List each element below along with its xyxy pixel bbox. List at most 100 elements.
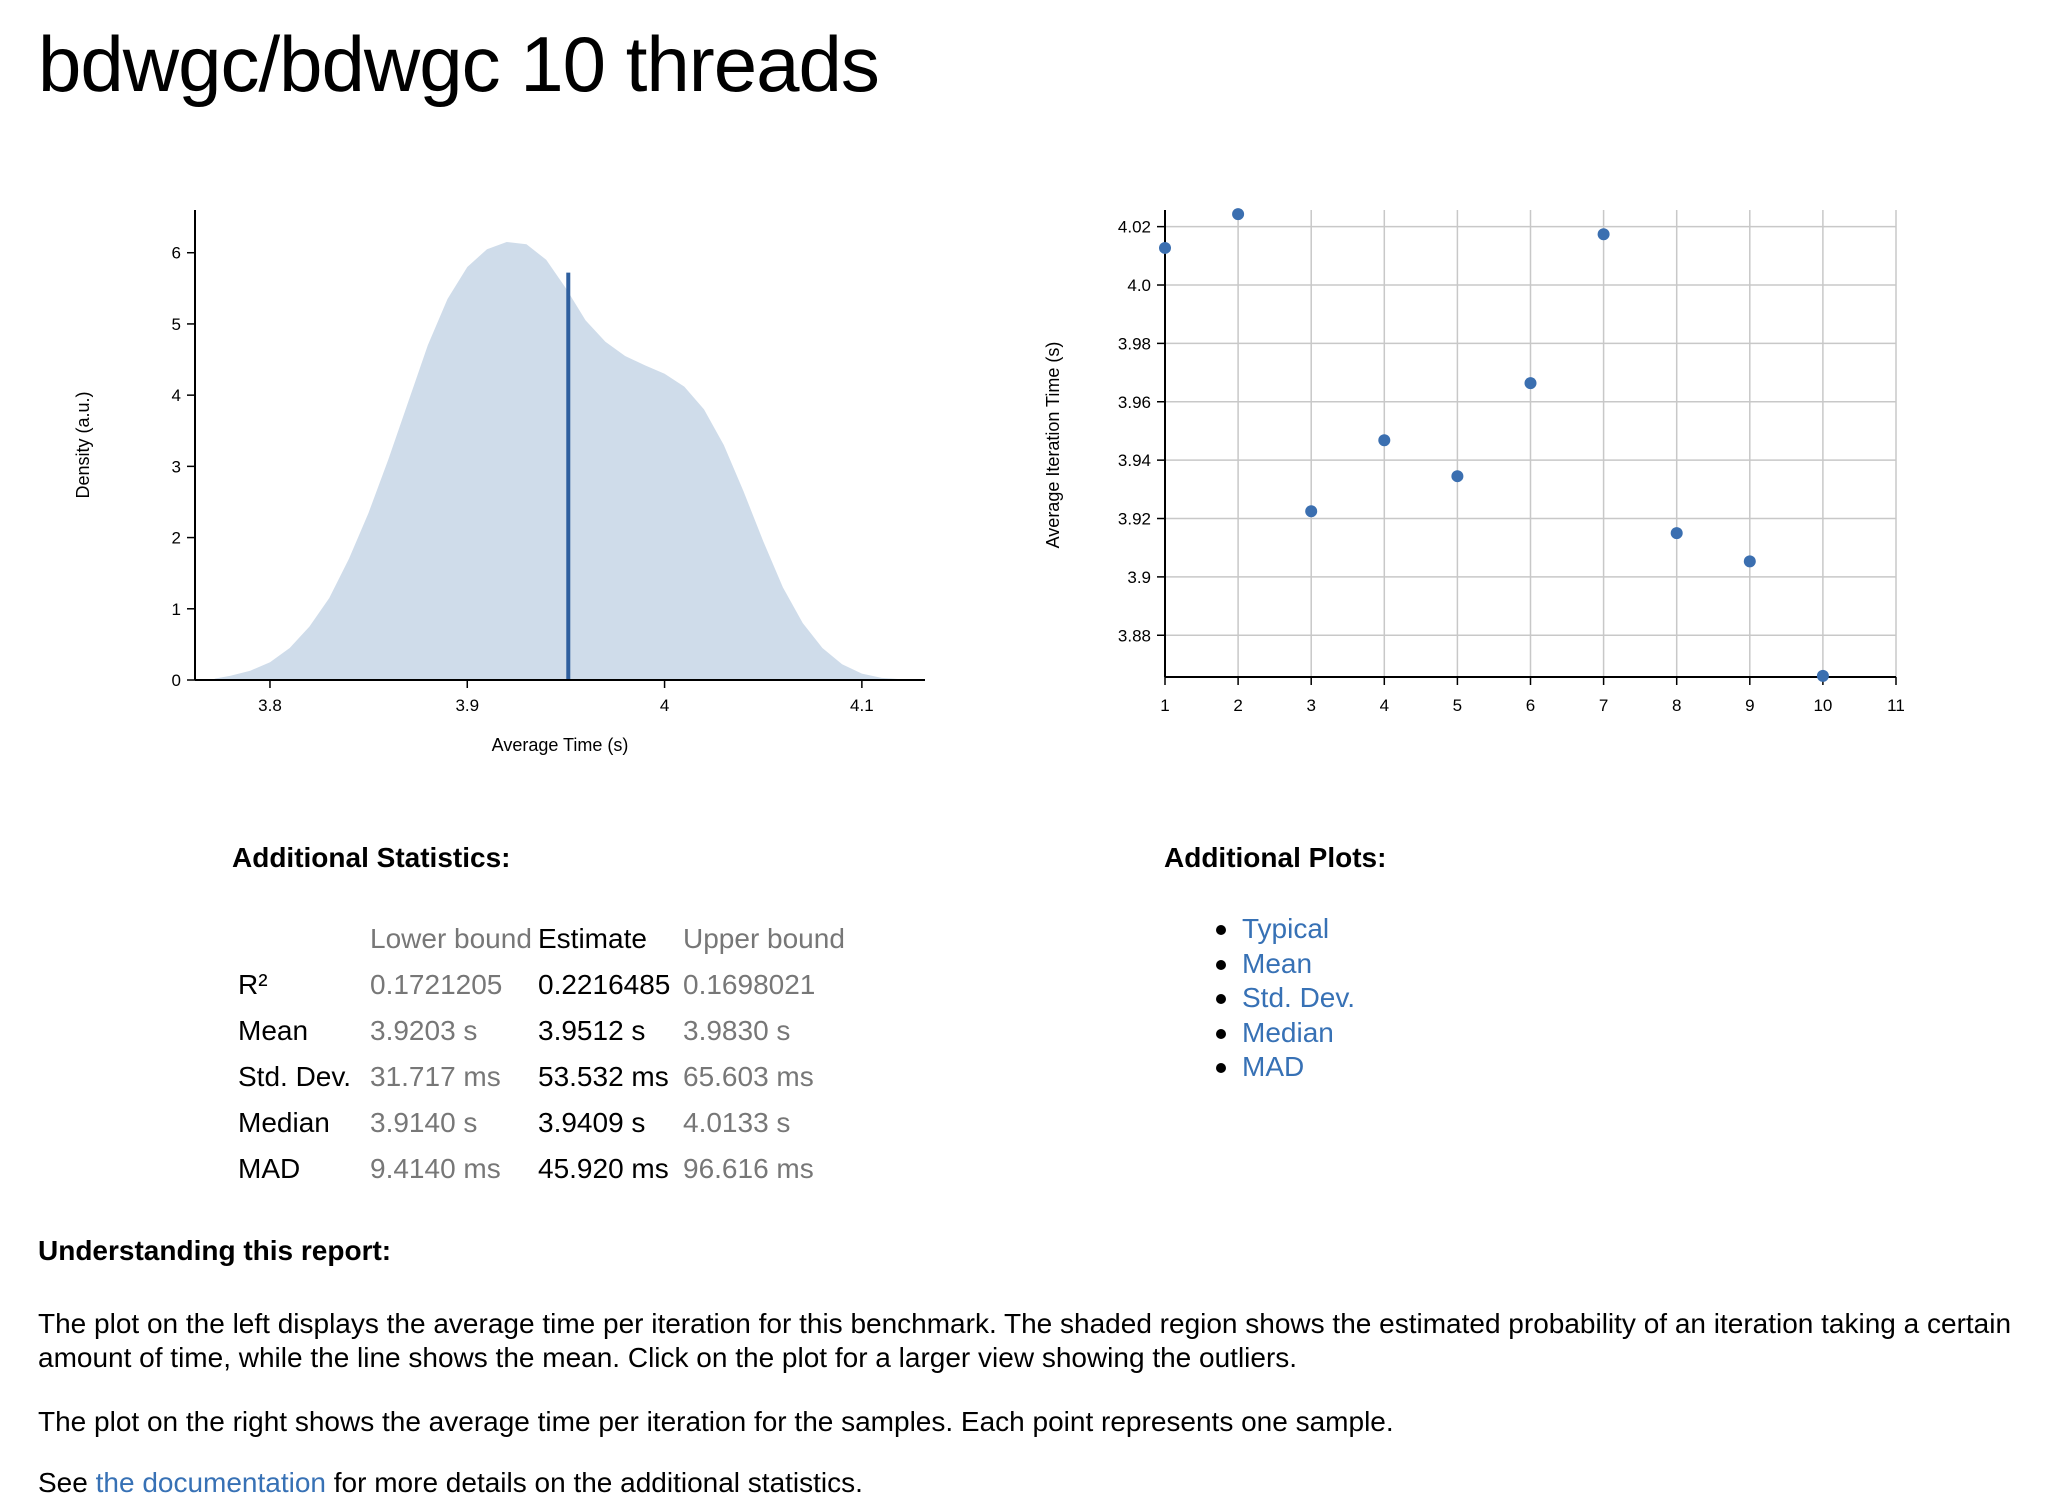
y-tick-label: 6 (172, 244, 181, 263)
list-item: Median (1216, 1016, 1355, 1051)
documentation-note-prefix: See (38, 1467, 96, 1498)
x-tick-label: 6 (1526, 696, 1535, 715)
estimate-value: 0.2216485 (538, 969, 671, 1000)
y-tick-label: 3.9 (1127, 568, 1151, 587)
bullet-icon (1216, 1063, 1226, 1073)
y-tick-label: 1 (172, 600, 181, 619)
y-tick-label: 3.88 (1118, 626, 1151, 645)
table-row: Median 3.9140 s 3.9409 s 4.0133 s (232, 1100, 863, 1146)
upper-bound-value: 65.603 ms (683, 1061, 814, 1092)
understanding-heading: Understanding this report: (38, 1235, 392, 1266)
page-title: bdwgc/bdwgc 10 threads (38, 20, 880, 108)
row-label: Std. Dev. (238, 1061, 352, 1092)
column-header-estimate: Estimate (538, 923, 647, 954)
column-header-upper-bound: Upper bound (683, 923, 845, 954)
row-label: Mean (238, 1015, 309, 1046)
upper-bound-value: 3.9830 s (683, 1015, 791, 1046)
list-item: Std. Dev. (1216, 981, 1355, 1016)
data-point (1670, 527, 1683, 540)
table-row: Mean 3.9203 s 3.9512 s 3.9830 s (232, 1008, 863, 1054)
y-tick-label: 3.92 (1118, 510, 1151, 529)
bullet-icon (1216, 994, 1226, 1004)
lower-bound-value: 31.717 ms (370, 1061, 501, 1092)
y-tick-label: 4 (172, 386, 181, 405)
data-point (1378, 434, 1391, 447)
x-tick-label: 2 (1233, 696, 1242, 715)
y-tick-label: 4.0 (1127, 276, 1151, 295)
x-tick-label: 5 (1453, 696, 1462, 715)
x-tick-label: 9 (1745, 696, 1754, 715)
row-label: R² (238, 969, 268, 1000)
data-point (1232, 208, 1245, 221)
lower-bound-value: 9.4140 ms (370, 1153, 501, 1184)
table-row: MAD 9.4140 ms 45.920 ms 96.616 ms (232, 1146, 863, 1192)
estimate-value: 3.9512 s (538, 1015, 646, 1046)
explanation-left-plot: The plot on the left displays the averag… (38, 1308, 2012, 1373)
bullet-icon (1216, 925, 1226, 935)
x-tick-label: 3 (1306, 696, 1315, 715)
y-tick-label: 3.98 (1118, 334, 1151, 353)
y-axis-label: Density (a.u.) (73, 391, 93, 498)
y-tick-label: 3.94 (1118, 451, 1151, 470)
estimate-value: 53.532 ms (538, 1061, 669, 1092)
upper-bound-value: 0.1698021 (683, 969, 816, 1000)
estimate-value: 3.9409 s (538, 1107, 646, 1138)
plot-link-mad[interactable]: MAD (1242, 1051, 1305, 1082)
lower-bound-value: 3.9203 s (370, 1015, 478, 1046)
lower-bound-value: 0.1721205 (370, 969, 503, 1000)
data-point (1451, 470, 1464, 483)
bullet-icon (1216, 1028, 1226, 1039)
data-point (1743, 555, 1756, 568)
row-label: Median (238, 1107, 330, 1138)
row-label: MAD (238, 1153, 301, 1184)
x-tick-label: 8 (1672, 696, 1681, 715)
data-point (1524, 377, 1537, 390)
documentation-note: See the documentation for more details o… (38, 1466, 2018, 1500)
data-point (1159, 241, 1171, 254)
x-tick-label: 7 (1599, 696, 1608, 715)
list-item: MAD (1216, 1050, 1355, 1085)
documentation-note-suffix: for more details on the additional stati… (326, 1467, 863, 1498)
list-item: Typical (1216, 912, 1355, 947)
plot-link-std-dev[interactable]: Std. Dev. (1242, 982, 1356, 1013)
additional-plots-heading: Additional Plots: (1164, 842, 1387, 873)
bullet-icon (1216, 959, 1226, 970)
y-tick-label: 3 (172, 457, 181, 476)
table-header-row: Lower bound Estimate Upper bound (232, 916, 863, 962)
additional-plots-list: Typical Mean Std. Dev. Median MAD (1216, 912, 1355, 1085)
x-tick-label: 4 (660, 696, 669, 715)
y-tick-label: 2 (172, 529, 181, 548)
y-tick-label: 3.96 (1118, 393, 1151, 412)
plot-link-typical[interactable]: Typical (1242, 913, 1330, 944)
density-area (214, 242, 902, 680)
x-tick-label: 3.9 (455, 696, 479, 715)
x-axis-label: Average Time (s) (492, 735, 629, 755)
additional-statistics-heading: Additional Statistics: (232, 842, 511, 873)
y-tick-label: 5 (172, 315, 181, 334)
table-row: Std. Dev. 31.717 ms 53.532 ms 65.603 ms (232, 1054, 863, 1100)
plot-link-median[interactable]: Median (1242, 1016, 1334, 1048)
x-tick-label: 1 (1160, 696, 1169, 715)
estimate-value: 45.920 ms (538, 1153, 669, 1184)
upper-bound-value: 4.0133 s (683, 1107, 791, 1138)
x-tick-label: 3.8 (258, 696, 282, 715)
explanation-right-plot: The plot on the right shows the average … (38, 1406, 1394, 1437)
y-axis-label: Average Iteration Time (s) (1043, 342, 1063, 549)
density-plot[interactable]: 0 1 2 3 4 5 6 3.8 3.9 4 4.1 Average Time (s) Density… (60, 190, 940, 770)
y-tick-label: 4.02 (1118, 218, 1151, 237)
plot-link-mean[interactable]: Mean (1242, 947, 1313, 979)
x-tick-label: 10 (1813, 696, 1832, 715)
data-point (1597, 228, 1610, 241)
data-point (1305, 505, 1318, 518)
x-tick-label: 11 (1887, 696, 1905, 715)
list-item: Mean (1216, 947, 1355, 982)
documentation-link[interactable]: the documentation (95, 1467, 326, 1498)
y-tick-label: 0 (172, 671, 181, 690)
table-row: R² 0.1721205 0.2216485 0.1698021 (232, 962, 863, 1008)
x-tick-label: 4.1 (850, 696, 874, 715)
iteration-times-plot[interactable]: 3.88 3.9 3.92 3.94 3.96 3.98 4.0 4.02 1 2 3 4 5 6 7 8 9 1… (1030, 190, 1910, 770)
x-tick-label: 4 (1380, 696, 1389, 715)
column-header-blank (232, 916, 370, 962)
data-point (1816, 669, 1829, 682)
upper-bound-value: 96.616 ms (683, 1153, 814, 1184)
